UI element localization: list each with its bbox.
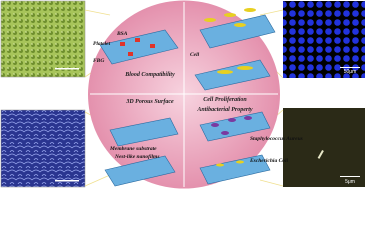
- scale-bar: [55, 180, 79, 182]
- figure: 50μm 5μm Blood Compatibility Cell Prolif…: [0, 0, 365, 189]
- scale-bar: [340, 67, 360, 68]
- quadrant-title: Antibacterial Property: [196, 107, 253, 113]
- bacteria-image: [283, 108, 365, 187]
- bacterium: [317, 150, 324, 159]
- sem-image-blue: [0, 109, 86, 188]
- quadrant-title: Blood Compatibility: [124, 72, 175, 78]
- sem-image-green: [0, 0, 86, 78]
- quadrant-title: 3D Porous Surface: [125, 99, 174, 105]
- quadrant-title: Cell Proliferation: [203, 97, 247, 103]
- label: BSA: [116, 31, 128, 37]
- label: FBG: [93, 58, 104, 64]
- label: Nest-like nanofilms: [114, 154, 159, 160]
- fluorescence-image: [283, 1, 365, 78]
- label: Membrane substrate: [109, 146, 157, 152]
- surfaces: [99, 8, 276, 187]
- label: Escherichia Coli: [249, 158, 289, 164]
- label: Cell: [190, 52, 200, 58]
- label: Platelet: [93, 41, 111, 47]
- label: Staphylococcus Aureus: [250, 136, 303, 142]
- scale-bar: [55, 68, 79, 70]
- scale-label: 5μm: [345, 179, 355, 185]
- scale-label: 50μm: [344, 69, 357, 75]
- scale-bar: [340, 176, 360, 177]
